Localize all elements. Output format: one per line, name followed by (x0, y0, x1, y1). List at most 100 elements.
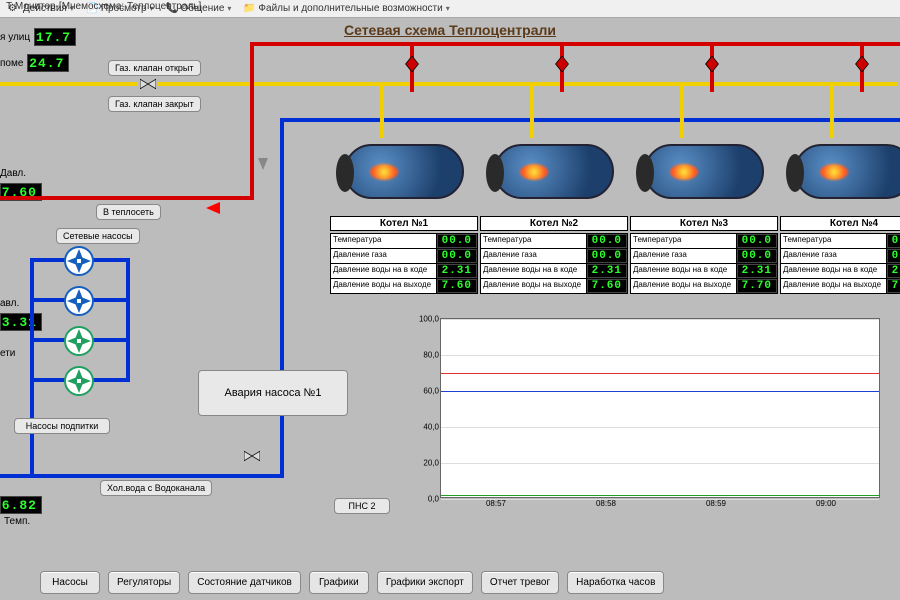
param-label: Давление воды на в коде (331, 264, 437, 278)
param-value: 00.0 (737, 234, 777, 248)
arrow-down (258, 158, 268, 170)
lcd-street: 17.7 (34, 28, 76, 46)
gas-valve-icon[interactable] (140, 76, 156, 92)
param-label: Давление воды на выходе (631, 279, 737, 293)
ytick: 60,0 (423, 387, 439, 396)
param-label: Давление воды на в коде (781, 264, 887, 278)
param-label: Давление воды на выходе (481, 279, 587, 293)
xtick: 08:59 (706, 499, 726, 508)
xtick: 08:58 (596, 499, 616, 508)
param-value: 00.0 (437, 234, 477, 248)
param-label: Давление воды на выходе (781, 279, 887, 293)
boiler-1[interactable]: Котел №1 Температура00.0Давление газа00.0… (330, 126, 478, 293)
param-label: Давление газа (481, 249, 587, 263)
xtick: 08:57 (486, 499, 506, 508)
btn-отчет-тревог[interactable]: Отчет тревог (481, 571, 559, 594)
pipe-gas-h2 (158, 82, 898, 86)
schema-title: Сетевая схема Теплоцентрали (344, 22, 556, 38)
btn-графики-экспорт[interactable]: Графики экспорт (377, 571, 473, 594)
pipe-blue-vl (30, 258, 34, 476)
valve-r3[interactable] (704, 56, 720, 72)
ytick: 80,0 (423, 351, 439, 360)
param-value: 00.0 (587, 249, 627, 263)
param-value: 7.60 (437, 279, 477, 293)
param-label: Давление газа (631, 249, 737, 263)
panel-to-net: В теплосеть (96, 204, 161, 220)
btn-регуляторы[interactable]: Регуляторы (108, 571, 180, 594)
param-label: Давление воды на в коде (481, 264, 587, 278)
pump-1[interactable] (64, 246, 94, 276)
sensor-room: поме24.7 (0, 54, 69, 72)
param-value: 7.60 (587, 279, 627, 293)
btn-графики[interactable]: Графики (309, 571, 369, 594)
param-label: Давление газа (331, 249, 437, 263)
trend-chart[interactable]: 0,020,040,060,080,0100,0 08:5708:5808:59… (440, 318, 880, 498)
ytick: 20,0 (423, 459, 439, 468)
pipe-blue-top (280, 118, 900, 122)
pump-4[interactable] (64, 366, 94, 396)
param-label: Давление газа (781, 249, 887, 263)
mimic-canvas: Сетевая схема Теплоцентрали я улиц17.7 п… (0, 18, 900, 600)
pipe-blue-v (280, 118, 284, 478)
series-blue (441, 391, 879, 392)
valve-r2[interactable] (554, 56, 570, 72)
panel-valve-closed: Газ. клапан закрыт (108, 96, 201, 112)
param-label: Давление воды на выходе (331, 279, 437, 293)
param-value: 00.0 (437, 249, 477, 263)
sensor-temp: 6.82 (0, 496, 42, 514)
menu-files[interactable]: 📁Файлы и дополнительные возможности▾ (243, 3, 449, 15)
valve-r1[interactable] (404, 56, 420, 72)
param-value: 7.70 (887, 279, 900, 293)
btn-насосы[interactable]: Насосы (40, 571, 100, 594)
param-label: Температура (781, 234, 887, 248)
param-label: Температура (331, 234, 437, 248)
panel-pns[interactable]: ПНС 2 (334, 498, 390, 514)
lcd-room: 24.7 (27, 54, 69, 72)
valve-bottom[interactable] (244, 448, 260, 464)
pipe-red-v (250, 42, 254, 200)
boiler-3[interactable]: Котел №3 Температура00.0Давление газа00.0… (630, 126, 778, 293)
window-title: Т Монитор-[Мнемосхема: Теплоцентраль] (0, 0, 207, 13)
boiler-title: Котел №3 (630, 216, 778, 231)
boiler-title: Котел №4 (780, 216, 900, 231)
valve-r4[interactable] (854, 56, 870, 72)
param-value: 2.31 (737, 264, 777, 278)
param-label: Давление воды на в коде (631, 264, 737, 278)
sensor-street: я улиц17.7 (0, 28, 76, 46)
temp-label: Темп. (4, 516, 30, 527)
pipe-blue-vr (126, 258, 130, 382)
pipe-blue-bottom (0, 474, 284, 478)
panel-alarm: Авария насоса №1 (198, 370, 348, 416)
param-label: Температура (631, 234, 737, 248)
button-row: Насосы Регуляторы Состояние датчиков График… (40, 571, 664, 594)
param-value: 00.0 (887, 249, 900, 263)
param-value: 2.31 (887, 264, 900, 278)
param-value: 7.70 (737, 279, 777, 293)
pump-3[interactable] (64, 326, 94, 356)
sensor-net: ети (0, 348, 15, 359)
boiler-4[interactable]: Котел №4Температура00.0Давление газа00.0… (780, 126, 900, 293)
lcd-temp: 6.82 (0, 496, 42, 514)
param-value: 00.0 (737, 249, 777, 263)
sensor-press2: авл.3.31 (0, 298, 42, 331)
series-green (441, 495, 879, 496)
series-red (441, 373, 879, 374)
param-label: Температура (481, 234, 587, 248)
xtick: 09:00 (816, 499, 836, 508)
param-value: 2.31 (437, 264, 477, 278)
btn-состояние-датчиков[interactable]: Состояние датчиков (188, 571, 301, 594)
lcd-press2: 3.31 (0, 313, 42, 331)
param-value: 2.31 (587, 264, 627, 278)
btn-наработка-часов[interactable]: Наработка часов (567, 571, 664, 594)
ytick: 0,0 (428, 495, 439, 504)
file-icon: 📁 (243, 3, 255, 15)
ytick: 100,0 (419, 315, 439, 324)
boiler-2[interactable]: Котел №2Температура00.0Давление газа00.0… (480, 126, 628, 293)
param-value: 00.0 (587, 234, 627, 248)
pump-2[interactable] (64, 286, 94, 316)
boiler-title: Котел №1 (330, 216, 478, 231)
panel-makeup: Насосы подпитки (14, 418, 110, 434)
panel-net-pumps: Сетевые насосы (56, 228, 140, 244)
ytick: 40,0 (423, 423, 439, 432)
arrow-to-net (206, 202, 220, 214)
